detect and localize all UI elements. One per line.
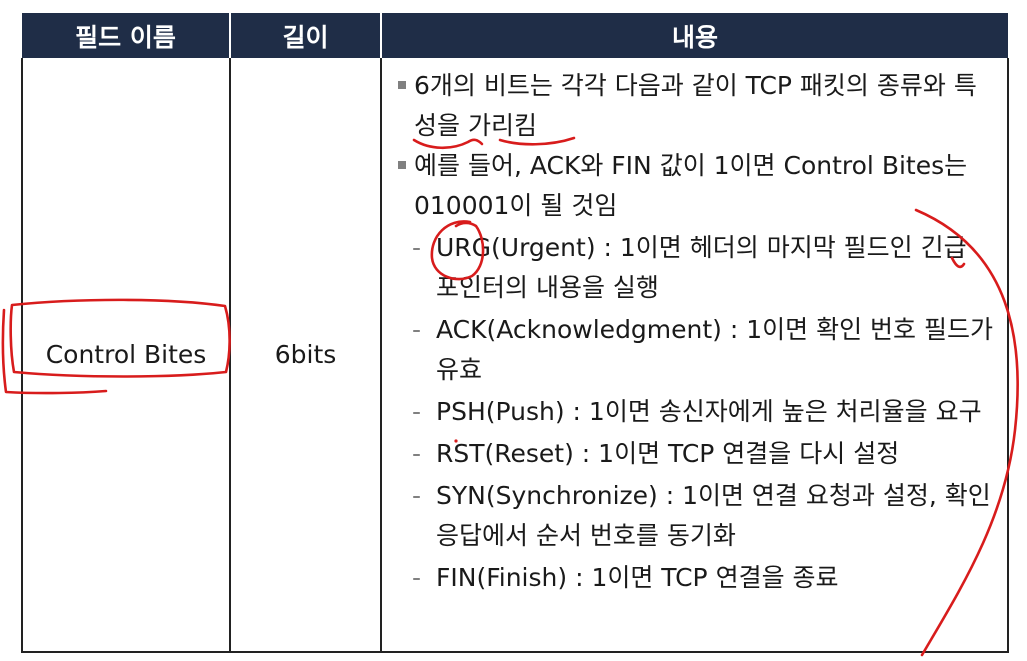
flag-item-rst: - RST(Reset) : 1이면 TCP 연결을 다시 설정 xyxy=(412,439,900,468)
flag-item-fin: - FIN(Finish) : 1이면 TCP 연결을 종료 xyxy=(412,563,839,592)
table-header-row: 필드 이름 길이 내용 xyxy=(22,13,1008,58)
cut-off-heading xyxy=(110,0,310,4)
flag-text: SYN(Synchronize) : 1이면 연결 요청과 설정, 확인 응답에… xyxy=(436,481,991,550)
flag-item-ack: - ACK(Acknowledgment) : 1이면 확인 번호 필드가 유효 xyxy=(412,315,994,384)
header-field-name: 필드 이름 xyxy=(22,13,230,58)
flag-text: FIN(Finish) : 1이면 TCP 연결을 종료 xyxy=(436,563,839,592)
field-name-cell: Control Bites xyxy=(21,58,231,653)
flag-text: RST(Reset) : 1이면 TCP 연결을 다시 설정 xyxy=(436,439,900,468)
flag-item-urg: - URG(Urgent) : 1이면 헤더의 마지막 필드인 긴급 포인터의 내… xyxy=(412,233,967,302)
header-content: 내용 xyxy=(380,13,1008,58)
header-length: 길이 xyxy=(229,13,381,58)
field-length-cell: 6bits xyxy=(229,58,382,653)
flag-item-psh: - PSH(Push) : 1이면 송신자에게 높은 처리율을 요구 xyxy=(412,397,982,426)
field-description-cell: 6개의 비트는 각각 다음과 같이 TCP 패킷의 종류와 특성을 가리킴 예를… xyxy=(380,58,1009,653)
bullet-item: 예를 들어, ACK와 FIN 값이 1이면 Control Bites는 01… xyxy=(396,146,997,226)
spec-table: 필드 이름 길이 내용 Control Bites 6bits 6개의 비트는 … xyxy=(21,13,1009,653)
flag-text: PSH(Push) : 1이면 송신자에게 높은 처리율을 요구 xyxy=(436,397,982,426)
flag-text: ACK(Acknowledgment) : 1이면 확인 번호 필드가 유효 xyxy=(436,315,994,384)
bullet-item: 6개의 비트는 각각 다음과 같이 TCP 패킷의 종류와 특성을 가리킴 xyxy=(396,66,997,146)
table-row: Control Bites 6bits 6개의 비트는 각각 다음과 같이 TC… xyxy=(21,58,1009,653)
flag-text: URG(Urgent) : 1이면 헤더의 마지막 필드인 긴급 포인터의 내용… xyxy=(436,233,967,302)
flag-item-syn: - SYN(Synchronize) : 1이면 연결 요청과 설정, 확인 응답… xyxy=(412,481,991,550)
